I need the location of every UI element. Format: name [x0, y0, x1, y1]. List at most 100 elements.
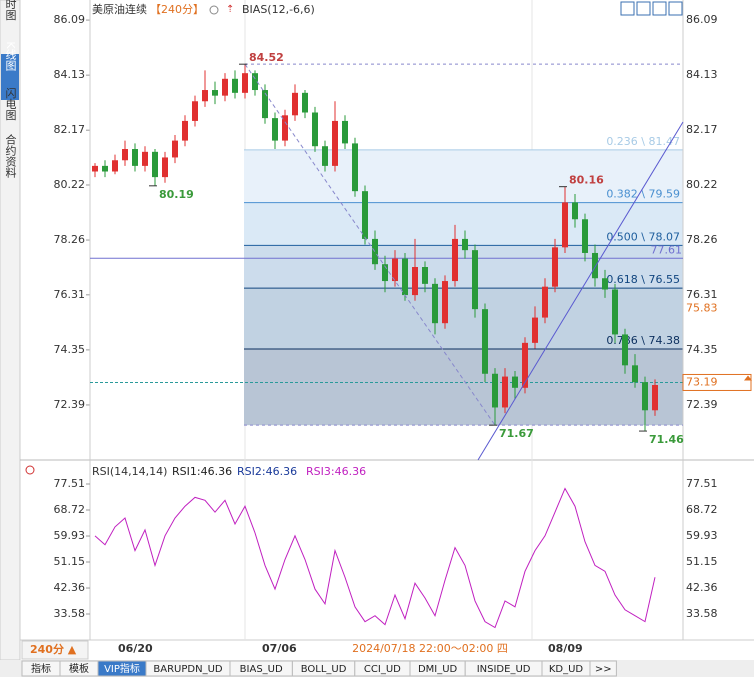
icon[interactable] — [652, 1, 667, 16]
window-icons[interactable] — [620, 1, 683, 16]
candle-body — [352, 143, 358, 192]
rsi-tick-label: 77.51 — [686, 477, 718, 490]
rsi-legend: RSI2:46.36 — [237, 465, 297, 478]
tab-active — [1, 54, 19, 100]
candle-body — [292, 92, 298, 116]
candle-body — [182, 120, 188, 141]
y-tick-label: 84.13 — [54, 68, 86, 81]
candle-body — [242, 73, 248, 93]
sidebar-tab[interactable]: 分时图 — [4, 0, 17, 21]
trend-line — [477, 121, 684, 461]
fib-label: 0.500 \ 78.07 — [606, 230, 680, 243]
fib-band — [244, 288, 683, 350]
candle-body — [562, 202, 568, 248]
toolbar-tab-label[interactable]: BIAS_UD — [240, 664, 283, 675]
rsi-legend: RSI1:46.36 — [172, 465, 232, 478]
candle-body — [112, 160, 118, 172]
candle-body — [282, 115, 288, 141]
candle-body — [212, 90, 218, 96]
candle-body — [372, 238, 378, 265]
rsi-tick-label: 42.36 — [686, 581, 718, 594]
candle-body — [202, 90, 208, 102]
rsi-tick-label: 59.93 — [686, 529, 718, 542]
candle-body — [192, 101, 198, 121]
toolbar-tab-label[interactable]: BARUPDN_UD — [153, 664, 222, 675]
candle-body — [122, 149, 128, 161]
rsi-tick-label: 68.72 — [686, 503, 718, 516]
candle-body — [472, 250, 478, 310]
candle-body — [422, 267, 428, 284]
candle-body — [482, 309, 488, 374]
candle-body — [222, 78, 228, 96]
candle-body — [532, 317, 538, 343]
candle-body — [452, 238, 458, 282]
candle-body — [102, 165, 108, 172]
y-tick-label: 74.35 — [686, 343, 718, 356]
sidebar-tab[interactable]: 闪电图 — [4, 86, 17, 121]
fib-label: 0.236 \ 81.47 — [606, 135, 680, 148]
toolbar-tab-label[interactable]: INSIDE_UD — [477, 664, 531, 675]
candle-body — [162, 157, 168, 178]
candle-body — [432, 283, 438, 324]
candle-body — [252, 73, 258, 91]
fib-zone — [244, 149, 683, 426]
candle-body — [592, 252, 598, 279]
rsi-tick-label: 33.58 — [686, 607, 718, 620]
toolbar-tab-label[interactable]: DMI_UD — [418, 664, 458, 675]
y-tick-label: 76.31 — [54, 288, 86, 301]
y-tick-label: 80.22 — [54, 178, 86, 191]
candle-body — [342, 120, 348, 144]
y-tick-label: 80.22 — [686, 178, 718, 191]
icon[interactable] — [636, 1, 651, 16]
toolbar-tab-label[interactable]: VIP指标 — [104, 662, 140, 675]
y-tick-label: 72.39 — [54, 398, 86, 411]
toolbar-tab-label[interactable]: 指标 — [31, 662, 51, 675]
mark-price: 75.83 — [686, 301, 718, 314]
y-tick-label: 72.39 — [686, 398, 718, 411]
toolbar-tab-label[interactable]: CCI_UD — [364, 664, 401, 675]
toolbar-tab-label[interactable]: KD_UD — [549, 664, 584, 675]
period-box[interactable] — [21, 640, 89, 660]
high-label: 80.16 — [569, 174, 604, 187]
candle-body — [552, 247, 558, 287]
last-price: 73.19 — [686, 375, 718, 388]
icon[interactable] — [620, 1, 635, 16]
low-label: 71.67 — [499, 427, 534, 440]
toolbar-tab-label[interactable]: BOLL_UD — [301, 664, 347, 675]
candle-body — [332, 120, 338, 166]
y-tick-label: 78.26 — [686, 233, 718, 246]
h-line-label: 77.61 — [651, 243, 683, 256]
toolbar-tab-label[interactable]: >> — [595, 664, 612, 675]
rsi-tick-label: 33.58 — [54, 607, 86, 620]
candle-body — [322, 146, 328, 166]
candle-body — [442, 281, 448, 324]
candle-body — [542, 286, 548, 318]
sidebar-tab[interactable]: 合约资料 — [4, 133, 17, 179]
period-button[interactable]: 240分 ▲ — [30, 642, 77, 656]
fib-label: 0.618 \ 76.55 — [606, 273, 680, 286]
candle-body — [492, 373, 498, 408]
y-tick-label: 74.35 — [54, 343, 86, 356]
candle-body — [402, 258, 408, 296]
candle-body — [522, 342, 528, 388]
candle-body — [652, 384, 658, 411]
fib-band — [244, 349, 683, 426]
toolbar-tab-label[interactable]: 模板 — [69, 662, 89, 675]
last-price-marker — [744, 375, 752, 381]
y-tick-label: 86.09 — [54, 13, 86, 26]
candle-body — [582, 219, 588, 253]
low-label: 71.46 — [649, 433, 684, 446]
icon[interactable] — [668, 1, 683, 16]
rsi-line — [94, 487, 656, 629]
low-label: 80.19 — [159, 188, 194, 201]
candle-body — [362, 191, 368, 239]
candle-body — [602, 278, 608, 290]
rsi-tick-label: 77.51 — [54, 477, 86, 490]
candle-body — [632, 365, 638, 383]
fib-band — [244, 149, 683, 203]
candle-body — [642, 382, 648, 411]
sidebar-tab[interactable]: K线图 — [4, 41, 17, 71]
candle-body — [572, 202, 578, 220]
toolbar-tab[interactable] — [589, 660, 617, 677]
settings-icon[interactable] — [25, 465, 35, 475]
